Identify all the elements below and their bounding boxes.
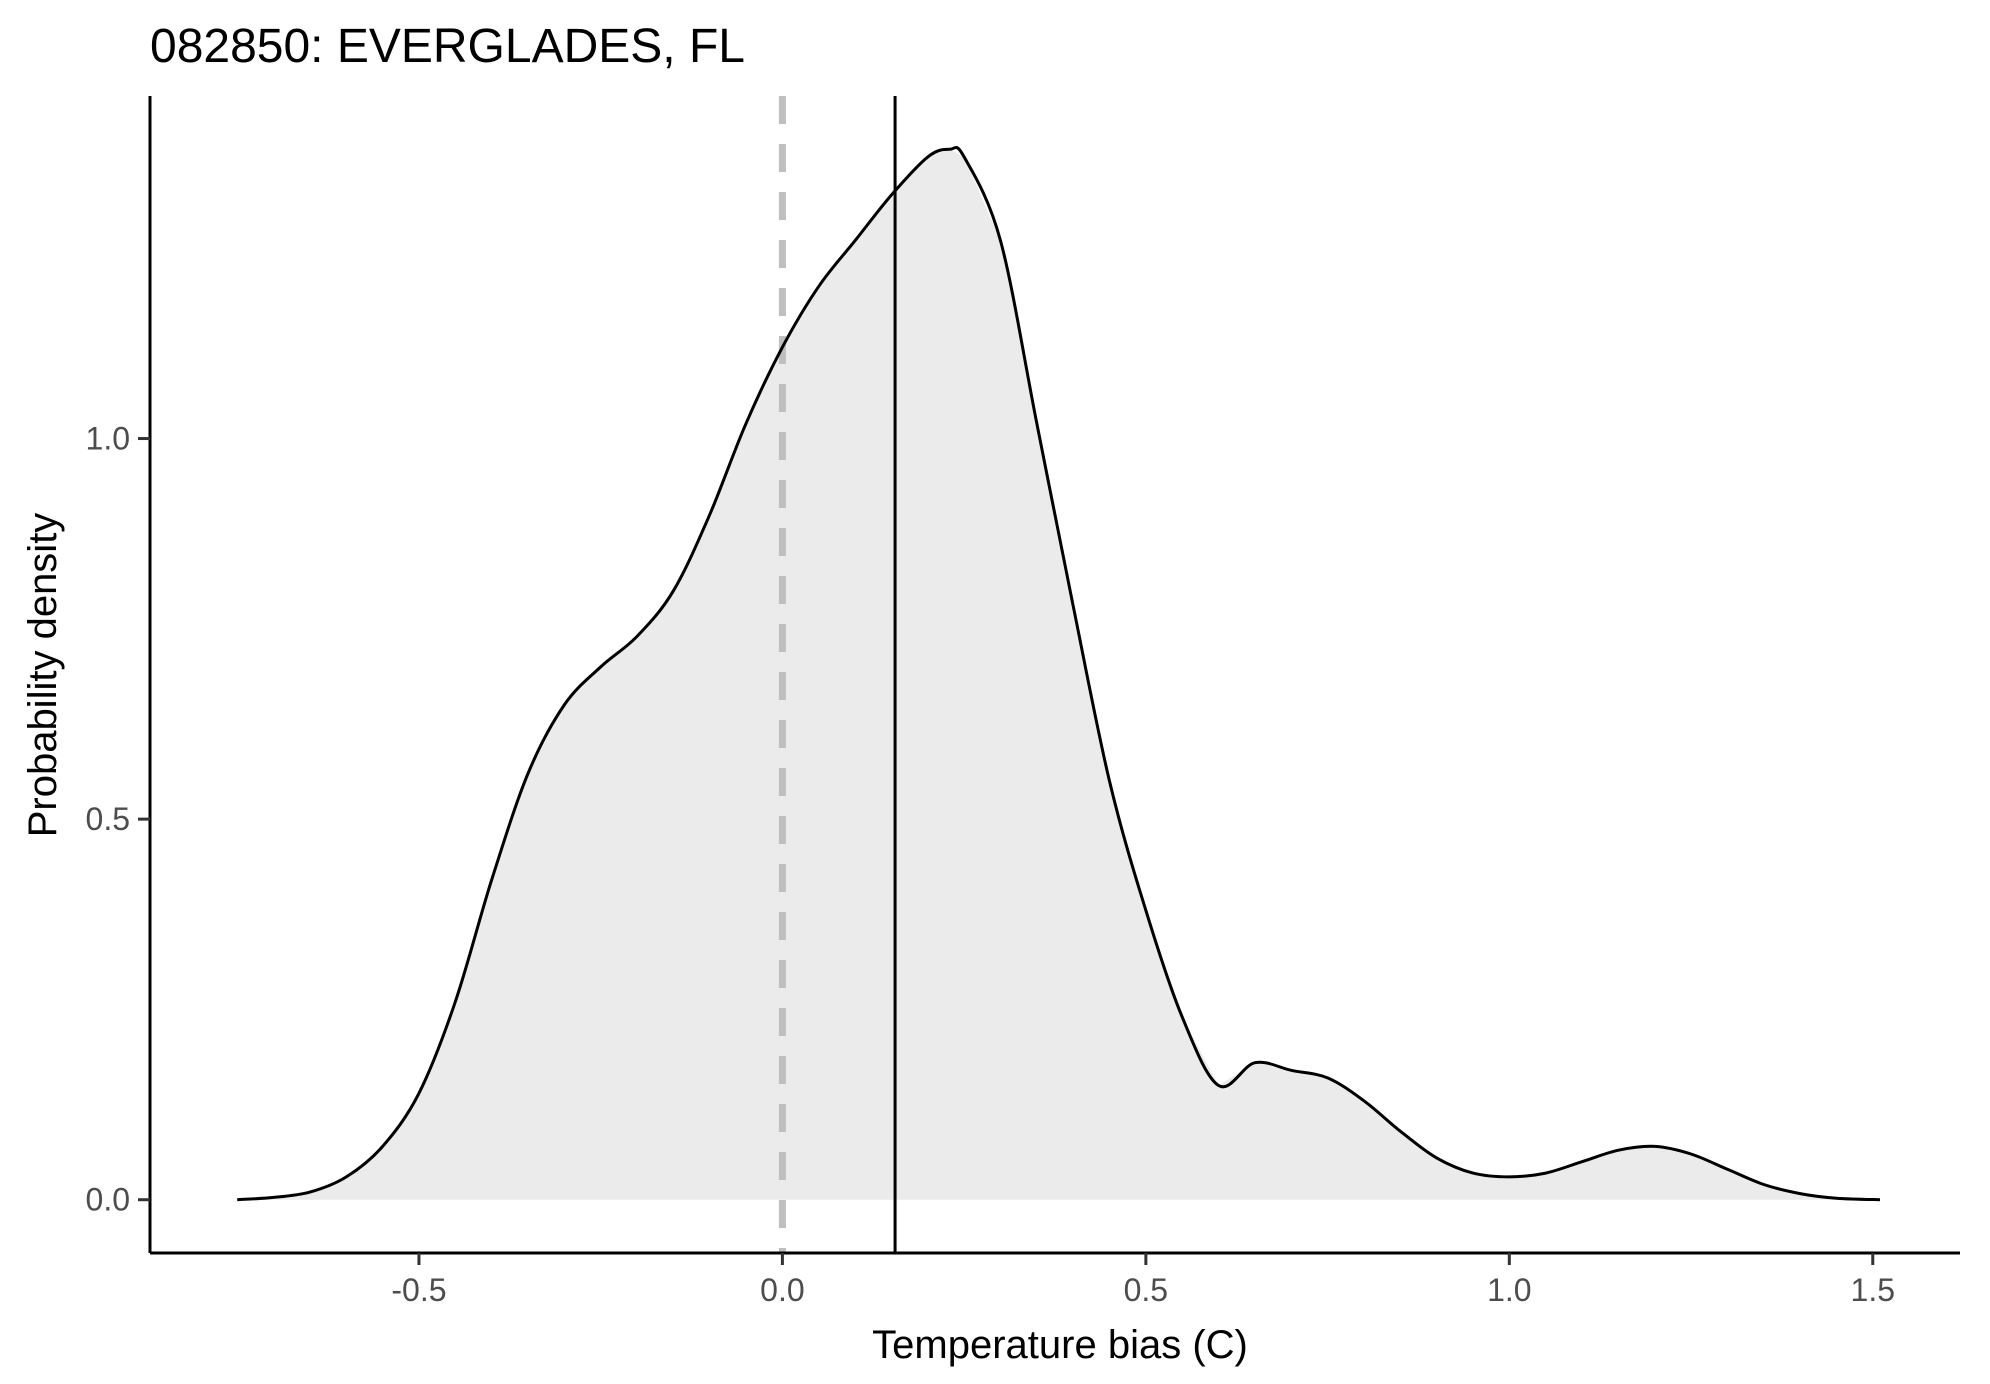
density-curve	[237, 145, 1881, 1202]
x-tick-label: 0.0	[760, 1272, 804, 1308]
x-axis-title: Temperature bias (C)	[872, 1323, 1248, 1367]
x-tick-label: 1.5	[1851, 1272, 1895, 1308]
x-tick-label: 1.0	[1487, 1272, 1531, 1308]
plot-area	[237, 96, 1881, 1253]
y-tick-label: 0.0	[86, 1182, 130, 1218]
y-tick-label: 0.5	[86, 801, 130, 837]
y-axis-title: Probability density	[21, 513, 65, 838]
x-axis: -0.5 0.0 0.5 1.0 1.5	[150, 1251, 1960, 1308]
y-axis: 0.0 0.5 1.0	[86, 96, 152, 1253]
y-tick-label: 1.0	[86, 421, 130, 457]
chart-title: 082850: EVERGLADES, FL	[150, 20, 745, 73]
density-area	[237, 149, 1881, 1200]
x-tick-label: -0.5	[391, 1272, 446, 1308]
x-tick-label: 0.5	[1124, 1272, 1168, 1308]
